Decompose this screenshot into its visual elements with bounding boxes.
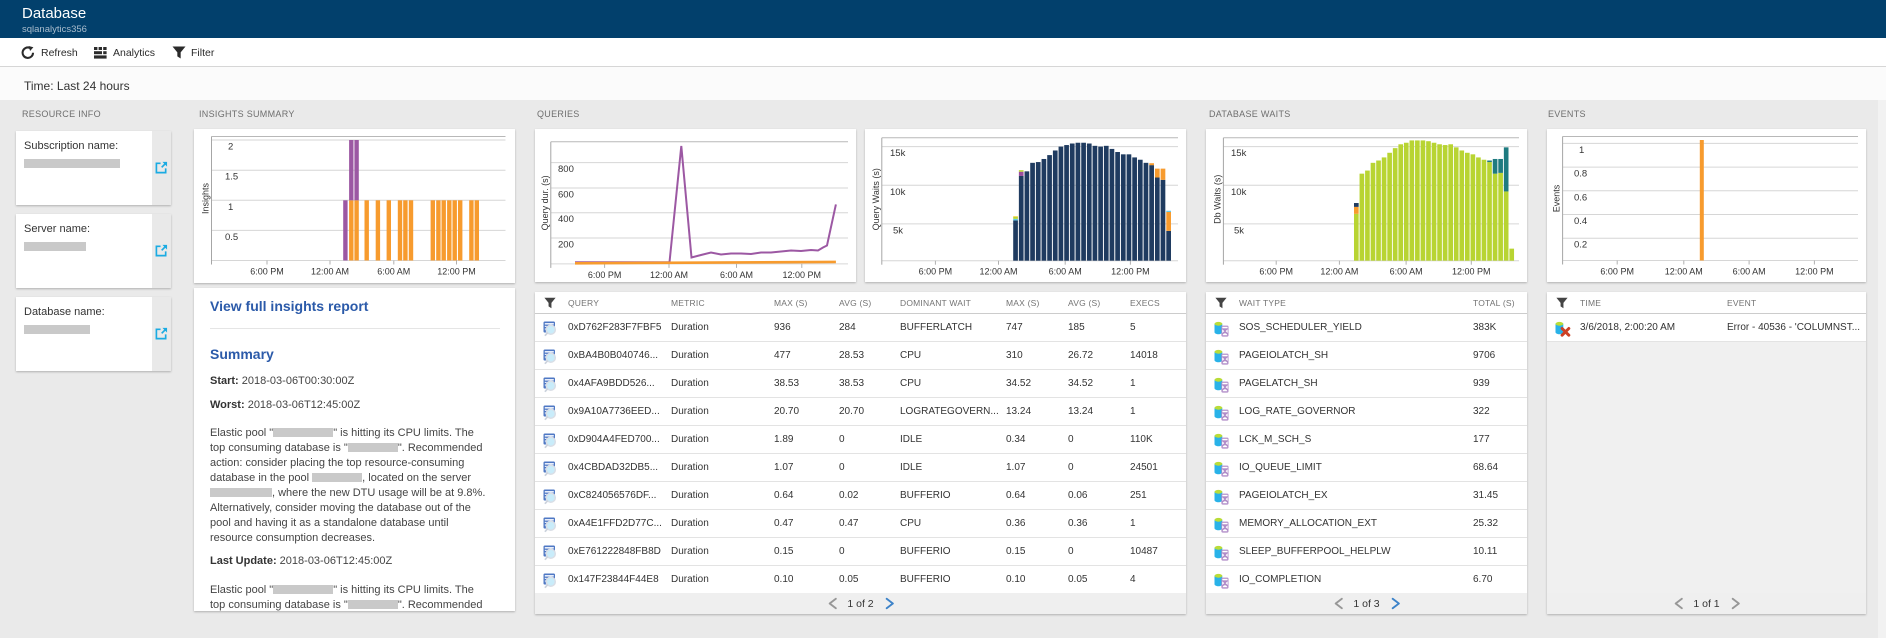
svg-text:6:00 PM: 6:00 PM	[250, 267, 284, 277]
svg-text:1: 1	[1579, 145, 1584, 156]
svg-text:10k: 10k	[1231, 187, 1247, 198]
svg-text:12:00 PM: 12:00 PM	[1111, 267, 1150, 277]
svg-text:12:00 AM: 12:00 AM	[1665, 267, 1703, 277]
svg-text:6:00 AM: 6:00 AM	[377, 267, 410, 277]
svg-text:400: 400	[558, 214, 574, 225]
svg-text:0.5: 0.5	[225, 232, 238, 243]
svg-text:15k: 15k	[1231, 148, 1247, 159]
svg-text:Events: Events	[1552, 184, 1562, 212]
svg-text:0.2: 0.2	[1574, 240, 1587, 251]
svg-text:6:00 PM: 6:00 PM	[1259, 267, 1293, 277]
svg-text:Db Waits (s): Db Waits (s)	[1212, 175, 1222, 224]
svg-text:12:00 AM: 12:00 AM	[311, 267, 349, 277]
svg-text:12:00 AM: 12:00 AM	[979, 267, 1017, 277]
svg-text:600: 600	[558, 190, 574, 201]
svg-text:6:00 PM: 6:00 PM	[919, 267, 953, 277]
svg-text:12:00 AM: 12:00 AM	[650, 270, 688, 280]
svg-text:15k: 15k	[890, 148, 906, 159]
svg-text:2: 2	[228, 142, 233, 153]
svg-text:6:00 AM: 6:00 AM	[1049, 267, 1082, 277]
svg-text:5k: 5k	[893, 225, 903, 236]
svg-text:200: 200	[558, 240, 574, 251]
svg-text:12:00 PM: 12:00 PM	[1795, 267, 1834, 277]
svg-text:6:00 AM: 6:00 AM	[1733, 267, 1766, 277]
svg-text:6:00 PM: 6:00 PM	[588, 270, 622, 280]
svg-text:6:00 PM: 6:00 PM	[1600, 267, 1634, 277]
svg-text:0.8: 0.8	[1574, 169, 1587, 180]
svg-text:1.5: 1.5	[225, 172, 238, 183]
svg-text:1: 1	[228, 202, 233, 213]
svg-text:6:00 AM: 6:00 AM	[1390, 267, 1423, 277]
svg-text:Query Waits (s): Query Waits (s)	[871, 168, 881, 230]
svg-text:12:00 PM: 12:00 PM	[1452, 267, 1491, 277]
svg-text:10k: 10k	[890, 187, 906, 198]
svg-text:5k: 5k	[1234, 225, 1244, 236]
svg-text:12:00 PM: 12:00 PM	[783, 270, 822, 280]
svg-text:0.6: 0.6	[1574, 192, 1587, 203]
svg-text:Query dur. (s): Query dur. (s)	[540, 175, 550, 230]
svg-text:0.4: 0.4	[1574, 216, 1587, 227]
svg-text:12:00 AM: 12:00 AM	[1320, 267, 1358, 277]
svg-text:12:00 PM: 12:00 PM	[437, 267, 476, 277]
svg-text:Insights: Insights	[201, 182, 211, 214]
svg-text:6:00 AM: 6:00 AM	[720, 270, 753, 280]
svg-text:800: 800	[558, 164, 574, 175]
